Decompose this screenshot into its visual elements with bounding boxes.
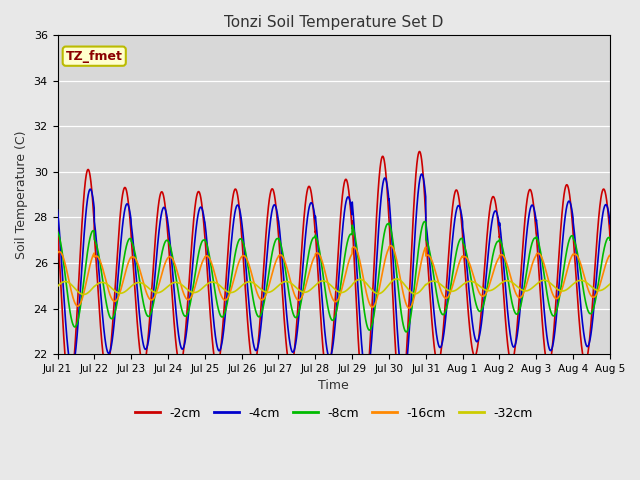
- Title: Tonzi Soil Temperature Set D: Tonzi Soil Temperature Set D: [224, 15, 444, 30]
- X-axis label: Time: Time: [318, 379, 349, 392]
- Y-axis label: Soil Temperature (C): Soil Temperature (C): [15, 131, 28, 259]
- Text: TZ_fmet: TZ_fmet: [66, 49, 123, 63]
- Legend: -2cm, -4cm, -8cm, -16cm, -32cm: -2cm, -4cm, -8cm, -16cm, -32cm: [129, 402, 538, 425]
